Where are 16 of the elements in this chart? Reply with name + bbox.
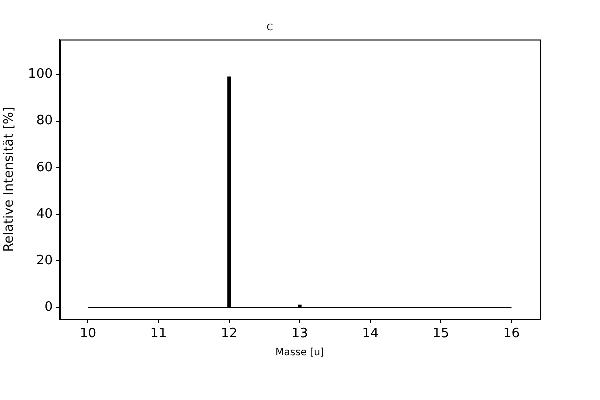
y-tick-label: 20 [36,254,53,269]
y-tick-label: 100 [28,67,53,82]
x-tick-label: 14 [362,326,379,342]
x-axis-title: Masse [u] [276,348,324,359]
chart-title: C [266,24,274,34]
x-tick-label: 15 [432,326,450,342]
y-tick-label: 40 [36,206,53,222]
y-tick-label: 80 [36,114,53,129]
x-tick-label: 12 [221,326,238,342]
y-axis-title: Relative Intensität [%] [2,107,18,252]
y-tick-label: 0 [44,300,53,316]
x-tick-label: 10 [80,326,97,342]
y-tick-label: 60 [36,160,53,176]
x-tick-label: 16 [503,326,520,342]
x-tick-label: 13 [292,326,308,342]
x-tick-label: 11 [150,326,168,342]
